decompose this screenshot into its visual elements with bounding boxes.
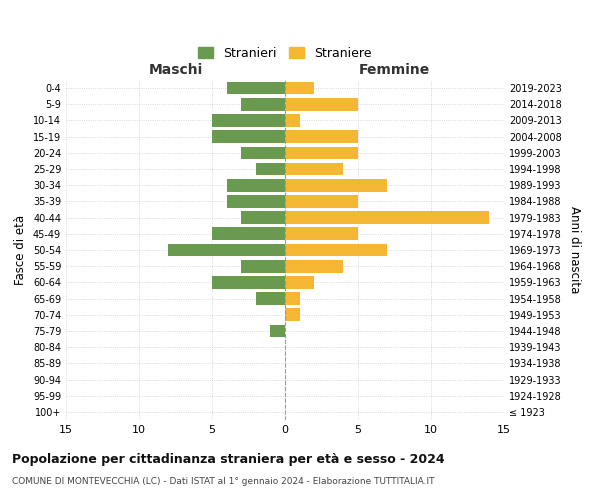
Text: Maschi: Maschi <box>148 62 203 76</box>
Bar <box>212 228 285 240</box>
Bar <box>285 114 299 127</box>
Bar <box>256 162 285 175</box>
Text: Femmine: Femmine <box>359 62 430 76</box>
Bar <box>241 212 285 224</box>
Bar <box>285 195 358 207</box>
Bar <box>256 292 285 305</box>
Bar <box>285 228 358 240</box>
Bar <box>241 146 285 159</box>
Text: COMUNE DI MONTEVECCHIA (LC) - Dati ISTAT al 1° gennaio 2024 - Elaborazione TUTTI: COMUNE DI MONTEVECCHIA (LC) - Dati ISTAT… <box>12 478 434 486</box>
Bar <box>168 244 285 256</box>
Text: Popolazione per cittadinanza straniera per età e sesso - 2024: Popolazione per cittadinanza straniera p… <box>12 452 445 466</box>
Bar <box>285 212 490 224</box>
Bar <box>285 98 358 110</box>
Bar <box>285 244 387 256</box>
Bar <box>285 179 387 192</box>
Bar <box>285 308 299 321</box>
Y-axis label: Anni di nascita: Anni di nascita <box>568 206 581 294</box>
Legend: Stranieri, Straniere: Stranieri, Straniere <box>193 42 377 65</box>
Bar <box>227 179 285 192</box>
Bar <box>227 195 285 207</box>
Bar <box>285 260 343 272</box>
Bar <box>212 276 285 288</box>
Bar <box>285 162 343 175</box>
Bar <box>285 82 314 94</box>
Bar <box>285 130 358 143</box>
Bar <box>241 260 285 272</box>
Bar <box>285 146 358 159</box>
Bar <box>227 82 285 94</box>
Bar <box>241 98 285 110</box>
Bar <box>285 276 314 288</box>
Bar <box>285 292 299 305</box>
Bar <box>271 324 285 338</box>
Y-axis label: Fasce di età: Fasce di età <box>14 215 27 285</box>
Bar <box>212 114 285 127</box>
Bar <box>212 130 285 143</box>
